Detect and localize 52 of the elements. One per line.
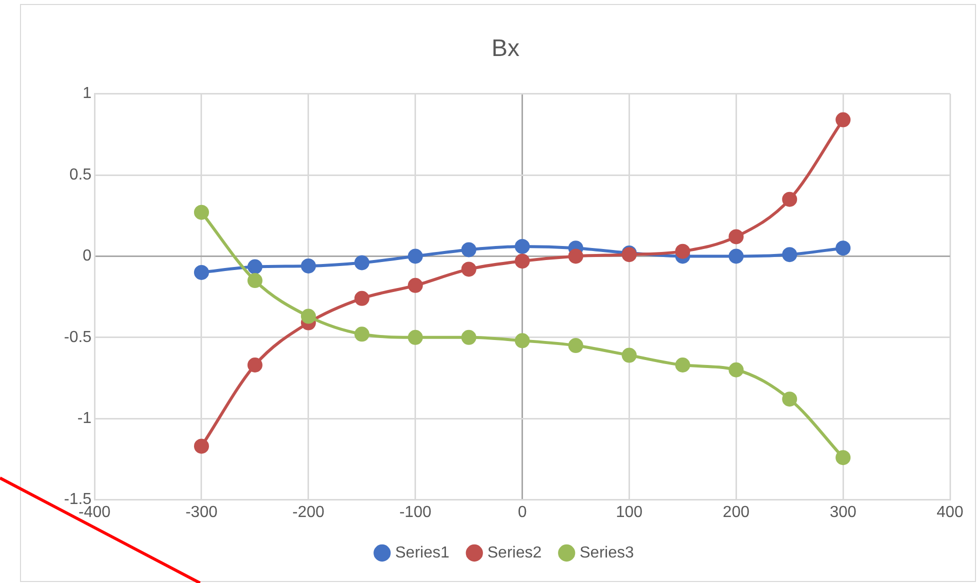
legend-label: Series3 (580, 544, 634, 562)
point (408, 278, 423, 293)
x-tick-label: -100 (399, 504, 432, 521)
x-tick-label: -300 (185, 504, 218, 521)
point (300, 308, 316, 324)
point (354, 290, 370, 306)
point (728, 362, 744, 378)
point (836, 240, 851, 256)
point (461, 242, 476, 258)
point (247, 259, 262, 274)
point (514, 238, 530, 254)
y-tick-label: 0 (82, 248, 92, 265)
point (514, 254, 530, 269)
point (514, 333, 530, 348)
y-tick-label: -1 (77, 410, 92, 428)
x-tick-label: 400 (936, 504, 964, 521)
point (782, 192, 798, 207)
point (194, 438, 209, 454)
point (836, 450, 851, 466)
point (782, 247, 798, 262)
legend-label: Series2 (487, 544, 542, 562)
point (354, 255, 370, 270)
point (354, 326, 370, 342)
x-tick-label: 100 (616, 504, 643, 521)
point (247, 273, 262, 288)
point (408, 248, 423, 264)
point (247, 358, 262, 373)
point (461, 330, 476, 345)
point (194, 264, 209, 280)
y-tick-label: 0.5 (69, 166, 92, 184)
x-tick-label: -400 (78, 504, 111, 521)
chart-title: Bx (491, 35, 520, 62)
y-tick-label: 1 (82, 85, 92, 102)
point (622, 348, 637, 363)
point (728, 248, 744, 264)
point (728, 229, 744, 244)
point (194, 204, 209, 220)
x-tick-label: 300 (830, 504, 857, 521)
x-tick-label: 0 (518, 504, 527, 521)
x-tick-label: -200 (292, 504, 325, 521)
point (568, 248, 584, 264)
point (568, 338, 584, 354)
point (782, 392, 798, 407)
x-tick-label: 200 (722, 504, 750, 521)
point (836, 112, 851, 128)
y-tick-label: -0.5 (64, 328, 92, 346)
legend-label: Series1 (395, 544, 450, 562)
point (408, 330, 423, 345)
point (461, 262, 476, 277)
point (675, 358, 690, 373)
point (675, 244, 690, 259)
point (300, 258, 316, 274)
